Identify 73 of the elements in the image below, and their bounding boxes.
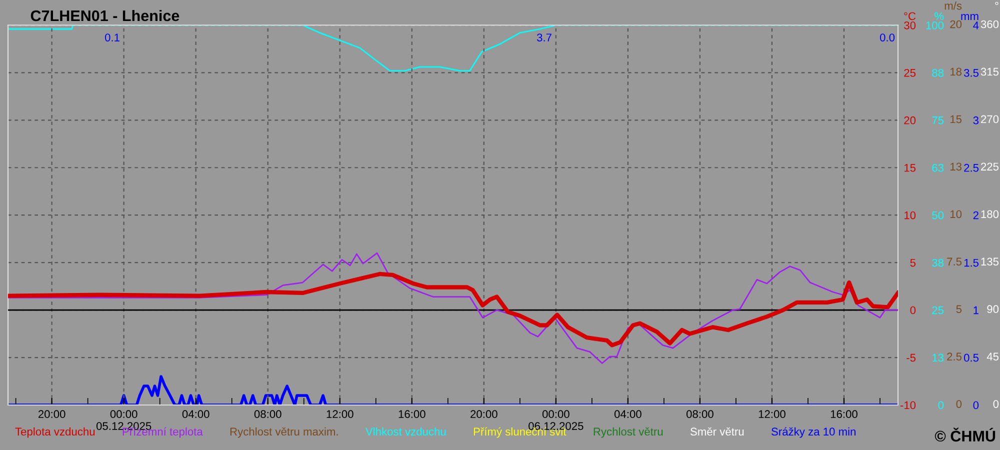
- x-tick-label: 04:00: [614, 410, 642, 418]
- text: 270: [981, 115, 999, 124]
- text: 360: [980, 20, 999, 28]
- y3-tick-label: 3: [973, 116, 979, 124]
- y2-tick-label: 13: [932, 354, 944, 362]
- annotation: 3.7: [536, 34, 552, 42]
- y-tick-label: 0: [910, 306, 916, 314]
- text: 20: [950, 20, 962, 28]
- text: 2.5: [947, 352, 962, 361]
- y2-axis-title: %: [934, 12, 944, 20]
- text: 10: [950, 210, 962, 218]
- legend-label: Rychlost větru maxim.: [230, 427, 338, 438]
- annotation: 0.1: [104, 34, 120, 42]
- y2-tick-label: 100: [926, 21, 944, 30]
- y-tick-label: 10: [904, 211, 916, 220]
- text: 135: [981, 258, 999, 266]
- text: 0: [956, 400, 962, 408]
- y-tick-label: 20: [904, 116, 916, 124]
- x-tick-label: 12:00: [758, 410, 786, 418]
- y3-tick-label: 3.5: [964, 68, 979, 77]
- y2-tick-label: 0: [938, 401, 944, 410]
- text: 0: [993, 400, 999, 408]
- y3-tick-label: 2.5: [964, 164, 979, 172]
- y2-tick-label: 88: [932, 68, 944, 77]
- y3-tick-label: 0: [973, 401, 979, 410]
- y-axis-title: °C: [904, 12, 916, 20]
- x-tick-label: 08:00: [254, 410, 282, 418]
- text: 5: [956, 305, 962, 314]
- y3-tick-label: 0.5: [964, 354, 979, 362]
- text: © ČHMÚ: [934, 428, 996, 442]
- x-tick-label: 16:00: [398, 410, 426, 418]
- legend-label: Směr větru: [690, 427, 744, 436]
- text: 315: [980, 68, 999, 76]
- y-tick-label: 15: [904, 164, 916, 172]
- text: Vlhkost vzduchu: [366, 427, 446, 436]
- text: 7.5: [947, 258, 962, 266]
- y3-tick-label: 1.5: [964, 258, 979, 267]
- text: Srážky za 10 min: [771, 427, 856, 438]
- y2-tick-label: 50: [932, 211, 944, 220]
- y2-tick-label: 25: [932, 306, 944, 314]
- y-tick-label: -5: [906, 354, 916, 362]
- text: 45: [986, 352, 999, 361]
- x-tick-label: 04:00: [182, 410, 210, 418]
- text: °: [995, 2, 998, 5]
- y2-tick-label: 75: [932, 116, 944, 124]
- x-tick-label: 12:00: [326, 410, 354, 418]
- line-series: [8, 272, 898, 348]
- y-tick-label: 30: [904, 21, 916, 30]
- y2-tick-label: 63: [932, 164, 944, 172]
- x-tick-label: 20:00: [38, 410, 66, 418]
- y3-tick-label: 1: [974, 306, 978, 314]
- annotation: 0.0: [880, 34, 895, 42]
- text: m/s: [944, 2, 962, 10]
- x-tick-label: 16:00: [830, 410, 858, 418]
- text: 225: [981, 162, 999, 171]
- y-tick-label: 25: [904, 68, 916, 77]
- text: 15: [950, 115, 962, 124]
- y3-axis-title: mm: [961, 14, 978, 20]
- text: 13: [950, 162, 962, 171]
- y2-tick-label: 38: [932, 258, 944, 267]
- x-tick-label: 08:00: [686, 410, 714, 418]
- text: 180: [981, 210, 999, 218]
- y-tick-label: 5: [910, 258, 916, 267]
- y3-tick-label: 4: [973, 22, 979, 30]
- y-tick-label: -10: [900, 401, 916, 410]
- x-tick-label: 20:00: [470, 410, 498, 418]
- y3-tick-label: 2: [973, 211, 978, 220]
- text: Teplota vzduchu: [15, 427, 95, 438]
- legend-label: Rychlost větru: [594, 427, 663, 438]
- line-series: [8, 252, 898, 364]
- text: 90: [987, 305, 999, 314]
- chart-title: C7LHEN01 - Lhenice: [30, 10, 180, 22]
- text: 18: [950, 68, 962, 76]
